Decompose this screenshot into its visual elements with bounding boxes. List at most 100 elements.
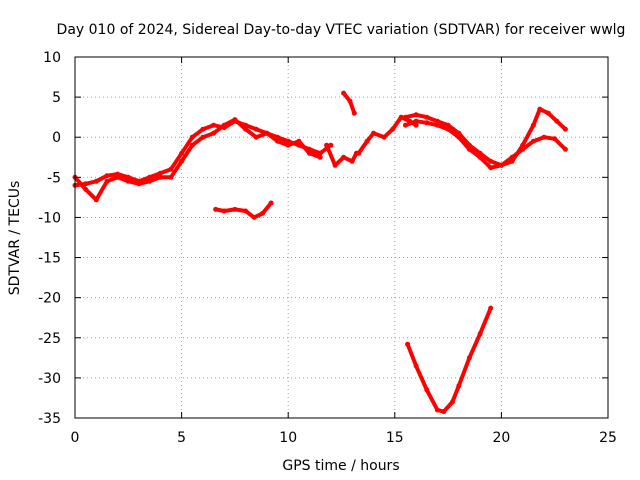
data-point	[456, 134, 462, 140]
data-point	[200, 126, 206, 132]
y-tick-label: 5	[52, 90, 61, 106]
x-tick-label: 10	[279, 430, 297, 446]
data-point	[390, 126, 396, 132]
data-point	[552, 136, 558, 142]
data-point	[221, 122, 227, 128]
data-point	[349, 158, 355, 164]
data-point	[268, 200, 274, 206]
data-point	[347, 98, 353, 104]
data-point	[351, 110, 357, 116]
data-point	[189, 134, 195, 140]
x-axis-ticks: 0 5 10 15 20 25	[71, 57, 617, 446]
data-point	[554, 118, 560, 124]
y-tick-label: -10	[38, 210, 61, 226]
data-point	[424, 120, 430, 126]
series-dip-segment	[405, 306, 493, 414]
data-point	[136, 181, 142, 187]
data-point	[307, 150, 312, 156]
y-tick-label: 10	[43, 50, 61, 66]
data-point	[285, 138, 291, 144]
data-point	[413, 112, 419, 118]
y-axis-ticks: 10 5 0 -5 -10 -15 -20 -25 -30 -35	[38, 50, 608, 427]
data-point	[232, 117, 238, 123]
data-point	[260, 210, 266, 216]
data-point	[488, 158, 494, 164]
data-point	[537, 106, 543, 112]
data-point	[405, 341, 411, 347]
data-point	[115, 174, 121, 180]
data-point	[125, 174, 131, 180]
data-point	[232, 206, 238, 212]
data-point	[509, 154, 515, 160]
data-point	[243, 208, 249, 214]
x-tick-label: 5	[177, 430, 186, 446]
data-point	[398, 114, 404, 120]
data-point	[434, 118, 440, 124]
data-point	[371, 130, 376, 136]
data-point	[488, 165, 494, 171]
data-point	[332, 162, 338, 168]
data-point	[562, 146, 568, 152]
data-point	[356, 150, 362, 156]
data-point	[93, 178, 99, 184]
y-tick-label: -15	[38, 251, 61, 267]
data-point	[445, 126, 451, 132]
data-point	[213, 206, 219, 212]
data-point	[125, 178, 131, 184]
y-axis-label: SDTVAR / TECUs	[7, 181, 23, 296]
x-tick-label: 20	[492, 430, 510, 446]
data-point	[488, 305, 494, 311]
data-point	[104, 173, 110, 179]
data-point	[477, 331, 483, 337]
data-point	[317, 150, 323, 156]
data-point	[403, 122, 408, 128]
data-point	[441, 409, 447, 415]
data-point	[211, 122, 217, 128]
data-point	[445, 122, 451, 128]
y-tick-label: -35	[38, 411, 61, 427]
data-point	[424, 114, 430, 120]
y-tick-label: -5	[47, 170, 61, 186]
data-point	[424, 387, 430, 393]
data-point	[147, 174, 153, 180]
data-point	[296, 138, 302, 144]
data-point	[530, 122, 536, 128]
data-point	[93, 197, 99, 203]
data-point	[545, 110, 551, 116]
data-point	[434, 407, 440, 413]
data-point	[466, 355, 472, 361]
data-point	[147, 178, 153, 184]
series-afternoon-track-b	[403, 119, 568, 170]
data-point	[456, 383, 462, 389]
data-point	[477, 154, 483, 160]
data-point	[466, 146, 472, 152]
data-point	[189, 142, 195, 148]
chart-title: Day 010 of 2024, Sidereal Day-to-day VTE…	[57, 22, 626, 38]
data-point	[364, 138, 370, 144]
y-tick-label: -20	[38, 291, 61, 307]
data-point	[83, 186, 89, 192]
x-tick-label: 0	[71, 430, 80, 446]
data-point	[413, 118, 419, 124]
data-point	[168, 166, 174, 172]
data-point	[520, 146, 526, 152]
x-tick-label: 25	[599, 430, 617, 446]
data-point	[157, 170, 163, 176]
data-point	[275, 138, 280, 144]
data-point	[449, 399, 455, 405]
data-point	[324, 142, 330, 148]
data-point	[168, 174, 174, 180]
data-point	[264, 130, 270, 136]
data-point	[413, 122, 419, 128]
data-point	[179, 158, 185, 164]
data-point	[243, 126, 249, 132]
data-point	[251, 214, 257, 220]
y-tick-label: -25	[38, 331, 61, 347]
x-tick-label: 15	[386, 430, 404, 446]
data-point	[381, 134, 387, 140]
data-point	[211, 130, 217, 136]
data-point	[179, 150, 185, 156]
data-point	[200, 134, 206, 140]
